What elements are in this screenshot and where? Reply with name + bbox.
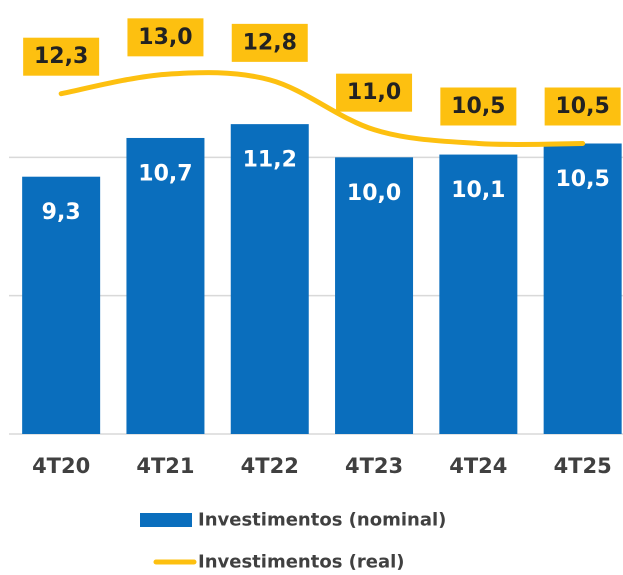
bar-value-label: 9,3 bbox=[42, 200, 81, 225]
bar-value-label: 10,0 bbox=[347, 181, 401, 206]
line-label-box bbox=[544, 87, 621, 126]
bar bbox=[335, 157, 414, 435]
line-value-label: 12,3 bbox=[34, 44, 88, 69]
x-tick-label: 4T24 bbox=[449, 454, 507, 478]
x-tick-label: 4T25 bbox=[554, 454, 612, 478]
line-label-box bbox=[23, 37, 100, 76]
bar-value-label: 10,5 bbox=[556, 167, 610, 192]
line-value-label: 10,5 bbox=[451, 94, 505, 119]
bar-value-label: 11,2 bbox=[243, 148, 297, 173]
bar bbox=[126, 137, 205, 434]
bar-value-label: 10,1 bbox=[451, 178, 505, 203]
line-value-label: 11,0 bbox=[347, 80, 401, 105]
bar bbox=[230, 124, 309, 434]
line-label-box bbox=[440, 87, 517, 126]
line-label-box bbox=[336, 73, 413, 112]
legend-label: Investimentos (real) bbox=[198, 552, 405, 573]
x-tick-label: 4T23 bbox=[345, 454, 403, 478]
bar bbox=[22, 176, 101, 434]
x-tick-label: 4T22 bbox=[241, 454, 299, 478]
bar-value-label: 10,7 bbox=[138, 161, 192, 186]
line bbox=[58, 70, 586, 148]
line-value-label: 10,5 bbox=[556, 94, 610, 119]
legend-label: Investimentos (nominal) bbox=[198, 510, 446, 531]
bar bbox=[543, 143, 622, 434]
x-tick-label: 4T21 bbox=[136, 454, 194, 478]
line-value-label: 12,8 bbox=[243, 30, 297, 55]
legend-swatch bbox=[140, 513, 192, 527]
line-label-box bbox=[231, 23, 308, 62]
bar bbox=[439, 154, 518, 435]
line-value-label: 13,0 bbox=[138, 25, 192, 50]
line-label-box bbox=[127, 18, 204, 57]
x-tick-label: 4T20 bbox=[32, 454, 90, 478]
